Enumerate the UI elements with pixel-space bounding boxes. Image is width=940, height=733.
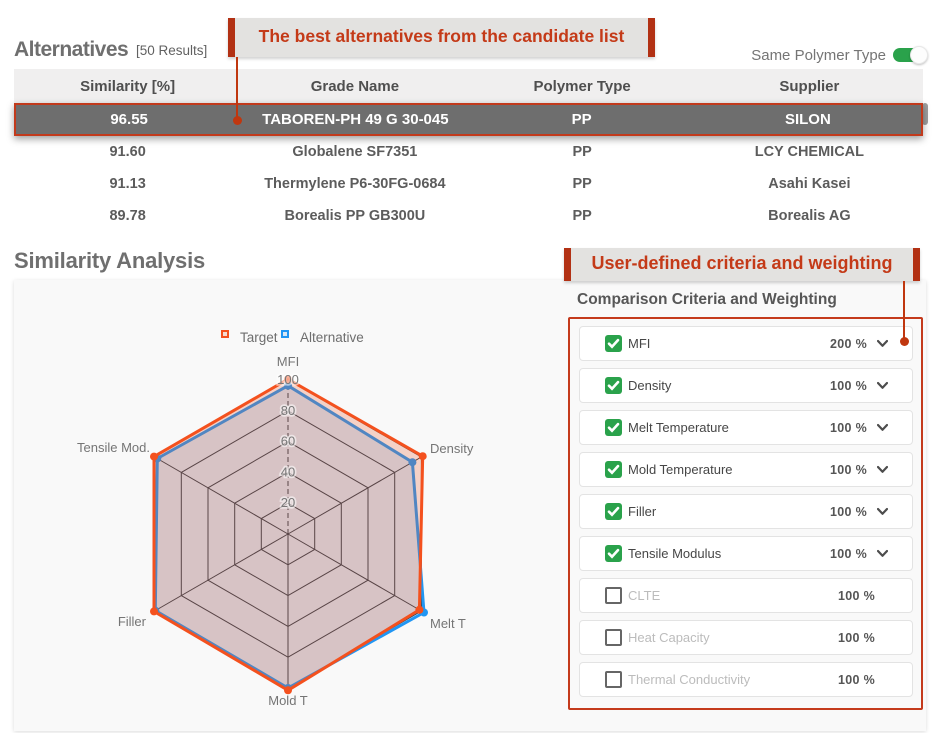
svg-text:Density: Density [430, 441, 474, 456]
svg-text:40: 40 [281, 464, 295, 479]
svg-text:20: 20 [281, 495, 295, 510]
svg-text:Melt T: Melt T [430, 616, 466, 631]
svg-text:100: 100 [277, 372, 299, 387]
svg-text:Mold T: Mold T [268, 693, 308, 708]
svg-text:60: 60 [281, 434, 295, 449]
svg-text:MFI: MFI [277, 354, 299, 369]
svg-text:80: 80 [281, 403, 295, 418]
svg-text:Tensile Mod.: Tensile Mod. [77, 440, 150, 455]
svg-text:Filler: Filler [118, 614, 147, 629]
